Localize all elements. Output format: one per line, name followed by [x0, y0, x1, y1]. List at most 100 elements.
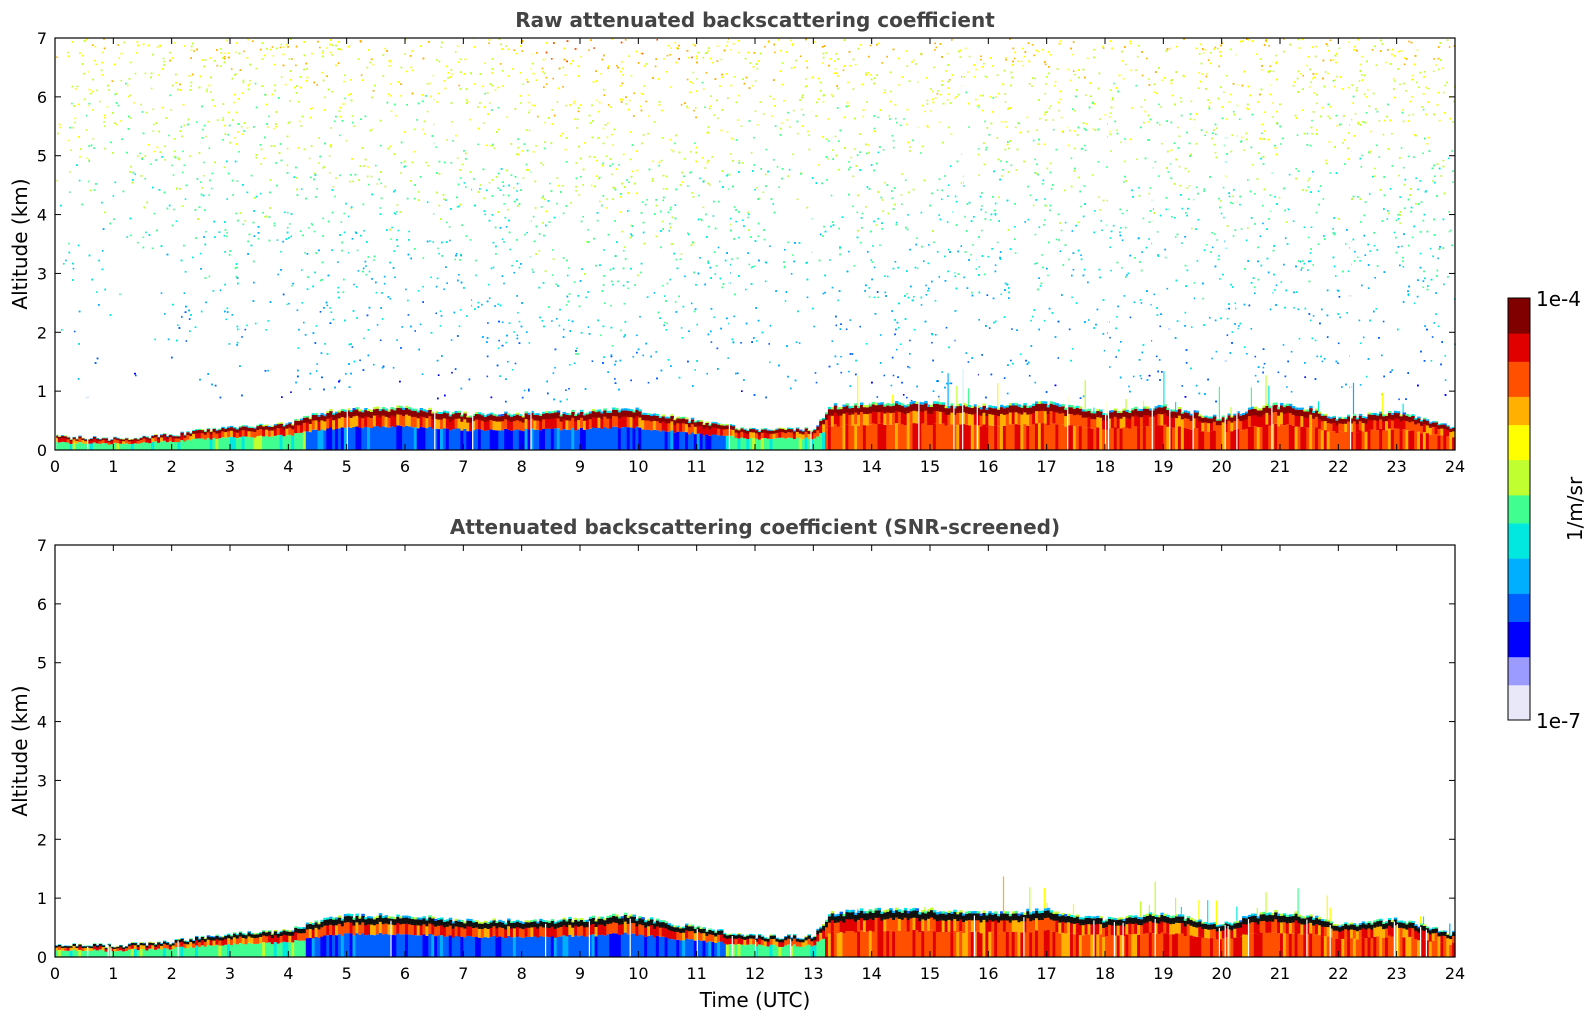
noise-pixel: [1222, 186, 1225, 189]
noise-pixel: [771, 115, 773, 118]
noise-pixel: [897, 57, 900, 60]
noise-pixel: [1039, 285, 1042, 287]
noise-pixel: [1259, 58, 1262, 60]
noise-pixel: [588, 49, 590, 51]
noise-pixel: [920, 211, 923, 214]
noise-pixel: [411, 69, 414, 72]
noise-pixel: [1437, 57, 1440, 60]
noise-pixel: [565, 104, 567, 107]
noise-pixel: [1327, 72, 1329, 75]
noise-pixel: [670, 86, 672, 88]
noise-pixel: [1109, 246, 1111, 248]
noise-pixel: [326, 304, 329, 307]
noise-pixel: [551, 320, 553, 322]
noise-pixel: [1207, 59, 1210, 61]
noise-pixel: [756, 187, 758, 189]
noise-pixel: [1115, 356, 1117, 358]
noise-pixel: [1015, 169, 1017, 171]
noise-pixel: [950, 382, 953, 385]
noise-pixel: [417, 191, 420, 193]
noise-pixel: [882, 149, 885, 151]
noise-pixel: [1156, 92, 1158, 95]
noise-pixel: [1041, 254, 1043, 256]
noise-pixel: [458, 274, 460, 276]
noise-pixel: [883, 374, 886, 377]
noise-pixel: [1136, 158, 1138, 160]
noise-pixel: [498, 339, 500, 342]
noise-pixel: [1123, 181, 1125, 183]
noise-pixel: [1299, 260, 1302, 263]
noise-pixel: [365, 265, 367, 267]
noise-pixel: [872, 245, 874, 247]
noise-pixel: [1064, 221, 1067, 224]
noise-pixel: [904, 179, 907, 181]
noise-pixel: [910, 399, 913, 402]
noise-pixel: [1087, 319, 1090, 321]
noise-pixel: [798, 342, 801, 344]
noise-pixel: [992, 65, 994, 67]
noise-pixel: [814, 372, 817, 374]
noise-pixel: [259, 192, 262, 195]
noise-pixel: [661, 220, 664, 223]
noise-pixel: [1246, 107, 1248, 110]
noise-pixel: [488, 297, 491, 299]
noise-pixel: [1216, 127, 1218, 129]
noise-pixel: [947, 195, 949, 197]
noise-pixel: [319, 46, 321, 49]
noise-pixel: [1045, 83, 1047, 85]
noise-pixel: [1209, 317, 1211, 319]
noise-pixel: [452, 140, 454, 142]
noise-pixel: [666, 322, 668, 325]
noise-pixel: [575, 162, 578, 164]
noise-pixel: [1084, 144, 1086, 147]
noise-pixel: [1274, 196, 1276, 198]
noise-pixel: [990, 95, 992, 98]
noise-pixel: [778, 186, 780, 188]
noise-pixel: [438, 252, 440, 255]
noise-pixel: [607, 122, 609, 124]
noise-pixel: [905, 50, 907, 52]
noise-pixel: [848, 370, 850, 373]
noise-pixel: [1106, 199, 1109, 202]
noise-pixel: [988, 327, 991, 329]
noise-pixel: [884, 89, 886, 92]
noise-pixel: [337, 261, 339, 263]
noise-pixel: [1181, 207, 1184, 210]
noise-pixel: [1354, 113, 1357, 115]
noise-pixel: [642, 354, 644, 357]
noise-pixel: [1057, 357, 1060, 359]
noise-pixel: [200, 181, 202, 183]
noise-pixel: [1220, 212, 1223, 215]
noise-pixel: [1052, 119, 1055, 121]
noise-pixel: [407, 314, 410, 316]
noise-pixel: [365, 273, 367, 276]
noise-pixel: [795, 341, 798, 343]
noise-pixel: [1049, 54, 1052, 56]
noise-pixel: [1177, 126, 1179, 129]
noise-pixel: [503, 203, 505, 205]
noise-pixel: [573, 281, 576, 283]
noise-pixel: [273, 127, 275, 130]
noise-pixel: [130, 234, 132, 237]
noise-pixel: [726, 40, 729, 43]
noise-pixel: [873, 296, 876, 299]
noise-pixel: [507, 48, 509, 51]
noise-pixel: [208, 275, 211, 278]
noise-pixel: [1393, 231, 1396, 234]
noise-pixel: [1447, 157, 1450, 160]
noise-pixel: [963, 276, 965, 279]
noise-pixel: [223, 234, 226, 237]
noise-pixel: [825, 138, 828, 140]
noise-pixel: [865, 343, 868, 345]
noise-pixel: [1326, 45, 1329, 47]
noise-pixel: [1216, 239, 1218, 241]
noise-pixel: [1431, 336, 1434, 338]
noise-pixel: [1282, 344, 1285, 346]
noise-pixel: [1410, 100, 1412, 103]
noise-pixel: [376, 183, 379, 185]
noise-pixel: [528, 390, 530, 392]
noise-pixel: [541, 67, 544, 70]
noise-pixel: [1001, 175, 1003, 177]
noise-pixel: [376, 324, 379, 326]
noise-pixel: [1322, 198, 1325, 200]
